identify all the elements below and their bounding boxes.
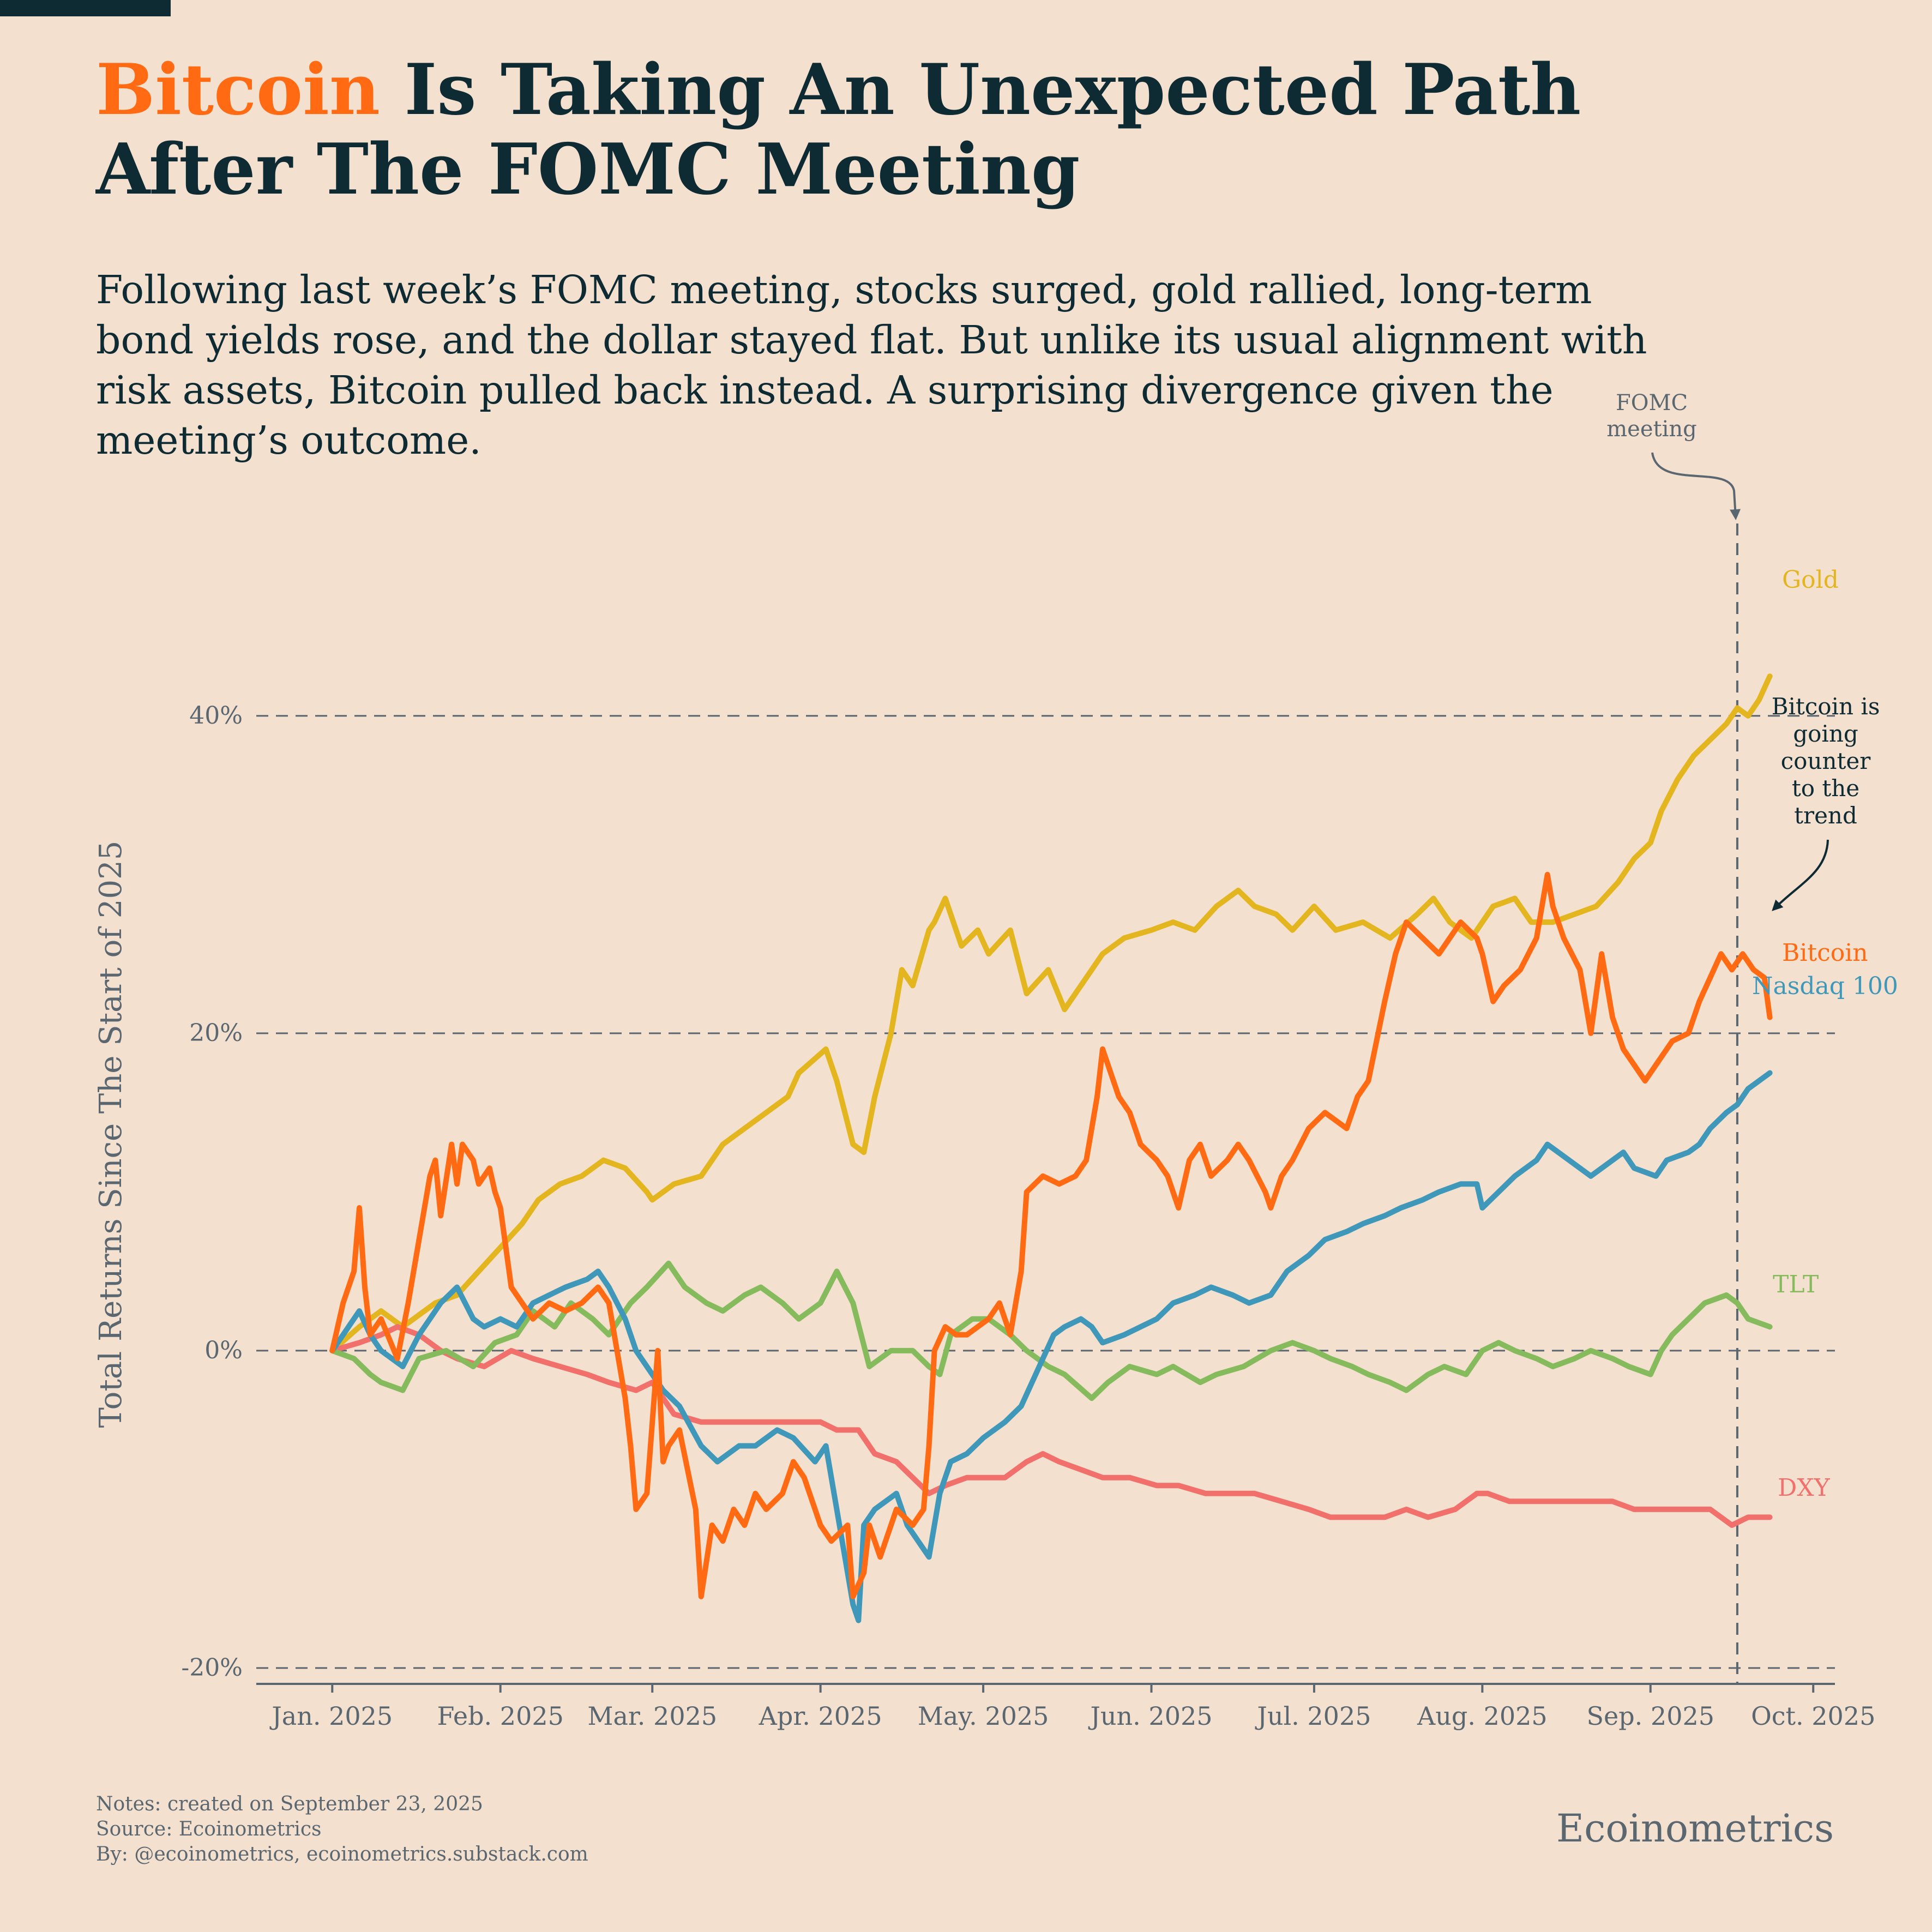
series-line-bitcoin	[329, 871, 1773, 1599]
title-highlight: Bitcoin	[96, 49, 380, 131]
series-label-gold: Gold	[1782, 566, 1839, 594]
x-tick-label: Jan. 2025	[269, 1701, 393, 1731]
y-tick-label: 40%	[189, 702, 243, 730]
chart-title: Bitcoin Is Taking An Unexpected Path Aft…	[96, 50, 1786, 209]
annotation-line: counter	[1781, 748, 1871, 774]
x-tick-label: Feb. 2025	[437, 1701, 563, 1731]
x-tick-label: Jun. 2025	[1088, 1701, 1212, 1731]
title-rest: Is Taking An Unexpected Path After The F…	[96, 49, 1581, 210]
series-line-tlt	[329, 1260, 1773, 1401]
x-tick-label: Jul. 2025	[1255, 1701, 1371, 1731]
y-tick-label: -20%	[181, 1654, 243, 1682]
x-tick-label: Sep. 2025	[1587, 1701, 1715, 1731]
source-text: Source: Ecoinometrics	[96, 1818, 322, 1840]
top-accent-bar	[0, 0, 171, 16]
series-label-dxy: DXY	[1778, 1474, 1831, 1502]
series-line-nasdaq-100	[329, 1070, 1773, 1623]
x-tick-label: May. 2025	[918, 1701, 1049, 1731]
annotation-line: going	[1793, 720, 1858, 747]
y-tick-label: 0%	[204, 1337, 243, 1364]
x-tick-label: Mar. 2025	[587, 1701, 717, 1731]
series-label-tlt: TLT	[1773, 1271, 1819, 1298]
x-tick-label: Aug. 2025	[1417, 1701, 1548, 1731]
fomc-label-line2: meeting	[1606, 417, 1697, 442]
y-tick-label: 20%	[189, 1019, 243, 1047]
series-label-nasdaq-100: Nasdaq 100	[1752, 972, 1898, 1000]
byline-text: By: @ecoinometrics, ecoinometrics.substa…	[96, 1843, 588, 1865]
chart-subtitle: Following last week’s FOMC meeting, stoc…	[96, 267, 1647, 463]
series-label-bitcoin: Bitcoin	[1782, 939, 1868, 967]
notes-text: Notes: created on September 23, 2025	[96, 1793, 483, 1815]
annotation-line: to the	[1792, 775, 1859, 802]
annotation-line: Bitcoin is	[1772, 693, 1880, 720]
series-line-dxy	[329, 1324, 1773, 1528]
annotation-arrow	[1772, 839, 1829, 911]
fomc-arrow	[1651, 452, 1741, 520]
fomc-label-line1: FOMC	[1616, 390, 1688, 416]
series-line-gold	[329, 673, 1773, 1353]
x-tick-label: Apr. 2025	[759, 1701, 882, 1731]
y-axis-title: Total Returns Since The Start of 2025	[93, 841, 129, 1428]
x-tick-label: Oct. 2025	[1751, 1701, 1875, 1731]
annotation-line: trend	[1794, 802, 1857, 829]
brand-logo-text: Ecoinometrics	[1556, 1806, 1834, 1851]
footer-notes: Notes: created on September 23, 2025 Sou…	[96, 1792, 588, 1867]
